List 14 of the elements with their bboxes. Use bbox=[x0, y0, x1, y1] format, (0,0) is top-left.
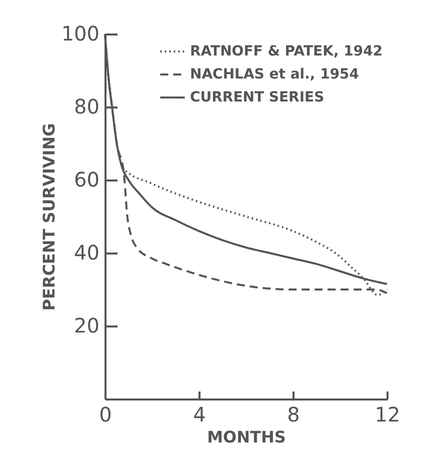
legend-label: RATNOFF & PATEK, 1942 bbox=[190, 44, 383, 60]
y-tick-label: 80 bbox=[74, 94, 100, 118]
y-tick-label: 20 bbox=[74, 314, 100, 338]
y-tick-label: 60 bbox=[74, 168, 100, 192]
x-axis-title: MONTHS bbox=[207, 428, 286, 446]
legend-label: NACHLAS et al., 1954 bbox=[190, 66, 360, 82]
x-tick-label: 8 bbox=[287, 402, 300, 426]
y-tick-label: 100 bbox=[61, 22, 100, 46]
x-tick-label: 12 bbox=[374, 402, 400, 426]
x-tick-label: 4 bbox=[193, 402, 206, 426]
y-tick-label: 40 bbox=[74, 240, 100, 264]
legend-label: CURRENT SERIES bbox=[190, 90, 324, 106]
x-tick-label: 0 bbox=[99, 402, 112, 426]
y-axis-title: PERCENT SURVIVING bbox=[39, 123, 58, 311]
